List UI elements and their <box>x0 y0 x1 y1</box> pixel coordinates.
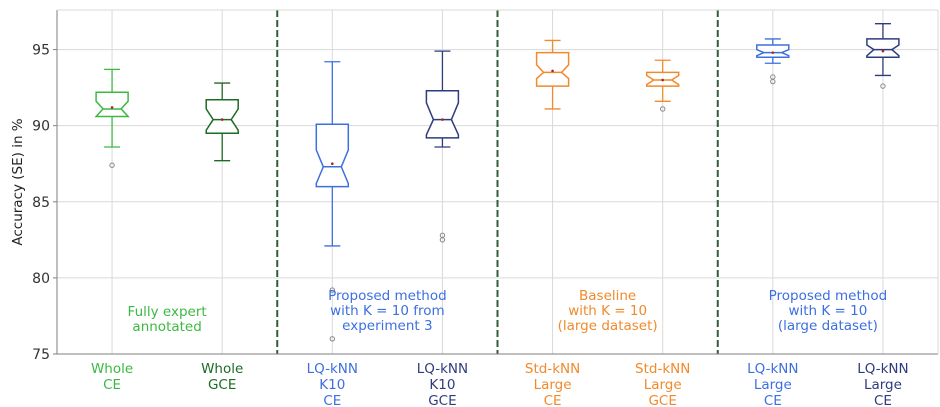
notched-box <box>205 99 239 135</box>
group-annotation-line: (large dataset) <box>558 318 658 334</box>
group-annotation-line: with K = 10 <box>568 303 647 319</box>
mean-marker <box>441 118 444 121</box>
box-group <box>866 23 900 89</box>
mean-marker <box>220 118 224 121</box>
x-tick-label: CE <box>544 393 562 407</box>
group-annotation-line: Proposed method <box>769 288 888 304</box>
group-annotation-line: with K = 10 from <box>330 303 445 319</box>
group-annotation-line: annotated <box>132 319 201 335</box>
notched-box <box>315 123 350 188</box>
x-tick-label: Std-kNN <box>525 361 580 377</box>
x-tick-label: Whole <box>201 361 243 377</box>
mean-marker <box>551 69 554 73</box>
box-group <box>205 82 239 162</box>
notched-box <box>425 89 460 139</box>
x-tick-label: GCE <box>428 393 456 407</box>
box-group <box>756 38 790 85</box>
x-tick-label: CE <box>323 393 341 407</box>
group-annotation-line: Baseline <box>579 288 636 304</box>
x-tick-label: K10 <box>429 377 455 393</box>
x-tick-label: Std-kNN <box>635 361 690 377</box>
notched-box <box>535 51 570 87</box>
outlier-point <box>329 287 336 293</box>
mean-marker <box>110 106 114 109</box>
mean-marker <box>331 162 334 166</box>
axes: 7580859095WholeCEWholeGCELQ-kNNK10CELQ-k… <box>32 9 939 407</box>
x-tick-label: GCE <box>648 393 676 407</box>
outlier-point <box>109 162 115 168</box>
y-tick-label: 75 <box>32 347 50 363</box>
x-tick-label: Large <box>644 377 682 393</box>
x-tick-label: CE <box>103 377 121 393</box>
group-annotation-line: experiment 3 <box>342 318 432 334</box>
group-annotation-line: Proposed method <box>328 288 447 304</box>
y-axis-label: Accuracy (SE) in % <box>10 118 26 245</box>
box-series <box>94 23 900 342</box>
y-tick-label: 95 <box>32 43 50 59</box>
group-annotation-line: with K = 10 <box>788 303 867 319</box>
x-tick-label: GCE <box>208 377 236 393</box>
box-group <box>94 68 130 168</box>
group-annotation-line: (large dataset) <box>778 318 878 334</box>
box-group <box>645 59 680 112</box>
y-tick-label: 85 <box>32 195 50 211</box>
x-tick-label: Large <box>754 377 792 393</box>
outlier-point <box>439 237 446 243</box>
y-tick-label: 80 <box>32 271 50 287</box>
group-separators <box>276 10 719 354</box>
x-tick-label: CE <box>874 393 892 407</box>
x-tick-label: K10 <box>319 377 345 393</box>
outlier-point <box>329 336 336 342</box>
mean-marker <box>881 49 885 53</box>
x-tick-label: Large <box>864 377 902 393</box>
outlier-point <box>880 83 886 89</box>
mean-marker <box>771 51 775 54</box>
x-tick-label: LQ-kNN <box>417 361 468 377</box>
x-tick-label: LQ-kNN <box>857 361 908 377</box>
notched-box <box>94 91 130 118</box>
outlier-point <box>659 106 666 112</box>
x-tick-label: Whole <box>91 361 133 377</box>
x-tick-label: CE <box>764 393 782 407</box>
y-tick-label: 90 <box>32 119 50 135</box>
notched-box <box>866 38 900 58</box>
box-group <box>535 39 570 110</box>
box-group <box>315 61 350 342</box>
mean-marker <box>661 78 664 82</box>
notched-box <box>756 44 790 58</box>
x-tick-label: LQ-kNN <box>747 361 798 377</box>
box-group <box>425 50 460 243</box>
group-annotation-line: Fully expert <box>128 304 207 320</box>
x-tick-label: Large <box>534 377 572 393</box>
outlier-point <box>770 78 776 85</box>
x-tick-label: LQ-kNN <box>307 361 358 377</box>
